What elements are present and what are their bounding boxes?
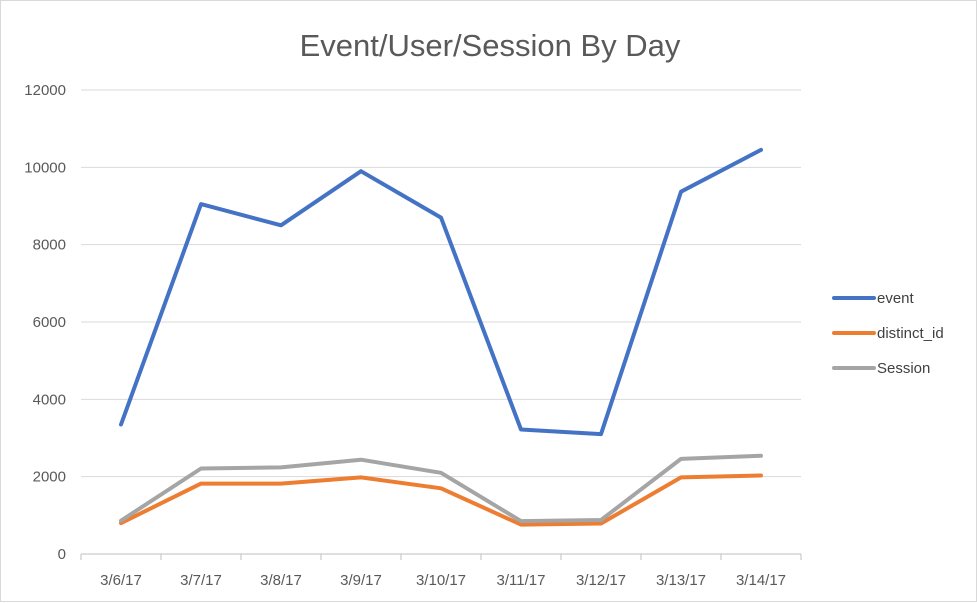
series-line-event [119,147,763,437]
x-tick-label: 3/8/17 [260,572,302,589]
y-tick-label: 12000 [24,82,66,99]
y-tick-label: 8000 [33,237,66,254]
x-tick-label: 3/11/17 [497,572,546,589]
y-tick-label: 10000 [24,159,66,176]
legend-label: Session [877,360,930,377]
y-tick-label: 2000 [33,469,66,486]
x-tick-label: 3/7/17 [180,572,222,589]
y-tick-label: 6000 [33,314,66,331]
legend-label: event [877,290,915,307]
x-tick-label: 3/9/17 [340,572,382,589]
axes: 0 2000 4000 6000 8000 10000 12000 3/6/17 3/7/17 3… [24,82,802,589]
gridlines [81,89,801,478]
series-lines [119,147,763,527]
y-tick-label: 4000 [33,391,66,408]
x-tick-label: 3/6/17 [100,572,142,589]
legend: event distinct_id Session [832,290,944,377]
legend-label: distinct_id [877,325,944,342]
series-line-distinct-id [119,473,763,527]
x-tick-label: 3/12/17 [576,572,626,589]
series-line-session [119,453,763,524]
x-tick-label: 3/13/17 [656,572,706,589]
y-tick-label: 0 [58,546,66,563]
x-tick-label: 3/14/17 [736,572,786,589]
chart-title: Event/User/Session By Day [300,28,681,63]
x-tick-label: 3/10/17 [416,572,466,589]
